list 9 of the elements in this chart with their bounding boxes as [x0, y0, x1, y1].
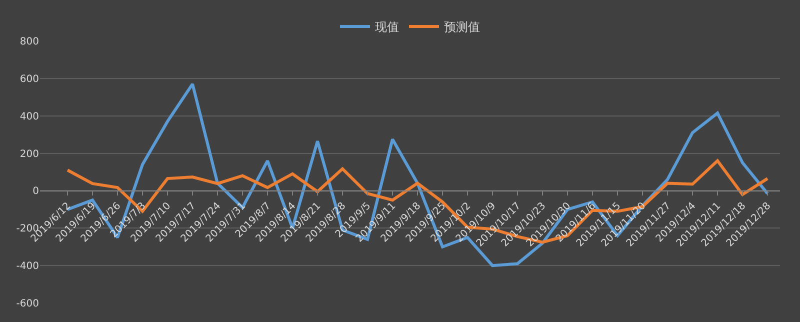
- y-tick-label: 600: [20, 74, 39, 85]
- y-tick-label: -600: [16, 298, 39, 310]
- legend-label: 预测值: [444, 20, 480, 34]
- y-tick-label: 200: [20, 148, 39, 160]
- legend-label: 现值: [375, 20, 399, 34]
- y-tick-label: -400: [16, 261, 39, 272]
- y-tick-label: 400: [20, 111, 39, 122]
- y-tick-label: 800: [20, 36, 39, 48]
- y-tick-label: 0: [32, 186, 39, 198]
